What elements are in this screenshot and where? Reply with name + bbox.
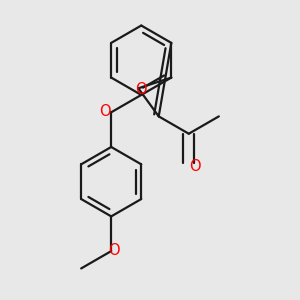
Text: O: O [136,82,147,97]
Text: O: O [189,159,201,174]
Text: O: O [99,104,110,119]
Text: O: O [108,243,120,258]
